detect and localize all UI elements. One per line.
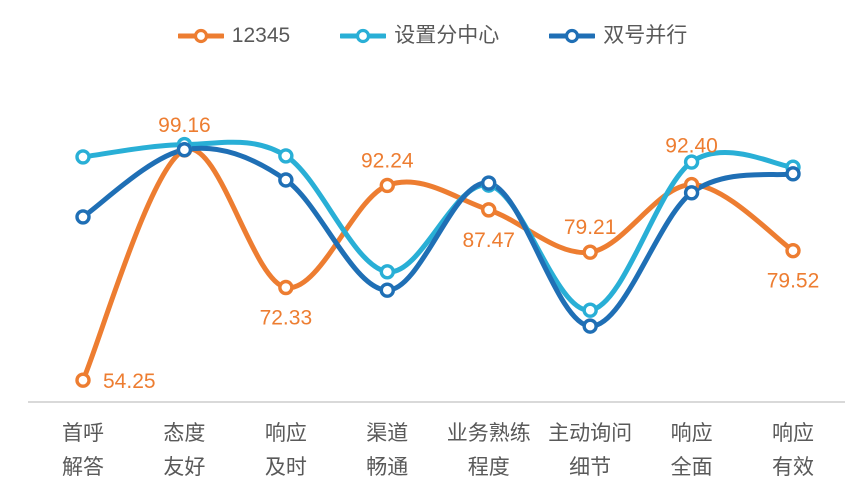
- x-axis-category-label: 细节: [569, 456, 611, 479]
- x-axis-category-label: 响应: [772, 422, 814, 445]
- legend-line-marker-icon: [549, 28, 596, 44]
- x-axis-category-label: 解答: [62, 456, 104, 479]
- data-point-label: 92.24: [361, 149, 414, 172]
- data-point-marker-0: [582, 244, 598, 260]
- data-point-marker-2: [176, 142, 193, 158]
- legend-line-marker-icon: [177, 28, 224, 44]
- x-axis-category-label: 程度: [468, 456, 510, 479]
- data-point-marker-2: [481, 175, 497, 191]
- x-axis-category-label: 畅通: [366, 456, 408, 479]
- x-axis-category-label: 有效: [772, 456, 814, 479]
- x-axis-category-label: 业务熟练: [447, 422, 531, 445]
- data-point-label: 54.25: [103, 370, 156, 393]
- data-point-marker-1: [683, 154, 700, 170]
- data-point-label: 79.52: [767, 270, 820, 293]
- x-axis-category-label: 主动询问: [548, 422, 632, 445]
- legend-item-1[interactable]: 设置分中心: [340, 25, 499, 47]
- data-point-marker-0: [75, 372, 91, 388]
- data-point-marker-2: [785, 166, 801, 182]
- x-axis-category-label: 响应: [671, 422, 713, 445]
- data-point-marker-2: [379, 282, 395, 298]
- data-point-marker-1: [582, 302, 598, 318]
- data-point-label: 99.16: [158, 114, 211, 137]
- data-point-label: 72.33: [260, 307, 313, 330]
- legend-line-marker-icon: [340, 28, 387, 44]
- x-axis-category-label: 渠道: [366, 422, 408, 445]
- x-axis-category-label: 及时: [265, 456, 307, 479]
- data-point-marker-0: [379, 177, 395, 194]
- data-point-marker-2: [582, 318, 598, 334]
- legend-item-0[interactable]: 12345: [177, 24, 291, 47]
- legend-label: 双号并行: [603, 24, 688, 47]
- data-point-label: 79.21: [564, 216, 617, 239]
- data-point-marker-2: [75, 209, 91, 225]
- data-point-marker-0: [278, 279, 294, 296]
- data-point-marker-0: [481, 202, 497, 218]
- x-axis-category-label: 态度: [163, 422, 205, 445]
- legend-label: 12345: [231, 24, 291, 47]
- data-point-label: 87.47: [462, 229, 515, 252]
- data-point-marker-0: [785, 242, 801, 259]
- data-point-marker-2: [683, 185, 700, 201]
- data-point-marker-2: [278, 172, 294, 188]
- x-axis-category-label: 全面: [671, 456, 713, 479]
- x-axis-category-label: 友好: [163, 456, 205, 479]
- data-point-marker-1: [75, 149, 91, 165]
- legend-item-2[interactable]: 双号并行: [549, 25, 687, 47]
- x-axis-category-label: 首呼: [62, 422, 104, 445]
- chart-legend: 12345 设置分中心 双号并行: [0, 25, 865, 47]
- data-point-marker-1: [379, 264, 395, 280]
- series-line-2: [80, 145, 796, 329]
- x-axis-category-label: 响应: [265, 422, 307, 445]
- data-point-label: 92.40: [665, 135, 718, 158]
- legend-label: 设置分中心: [394, 24, 500, 47]
- data-point-marker-1: [278, 148, 294, 164]
